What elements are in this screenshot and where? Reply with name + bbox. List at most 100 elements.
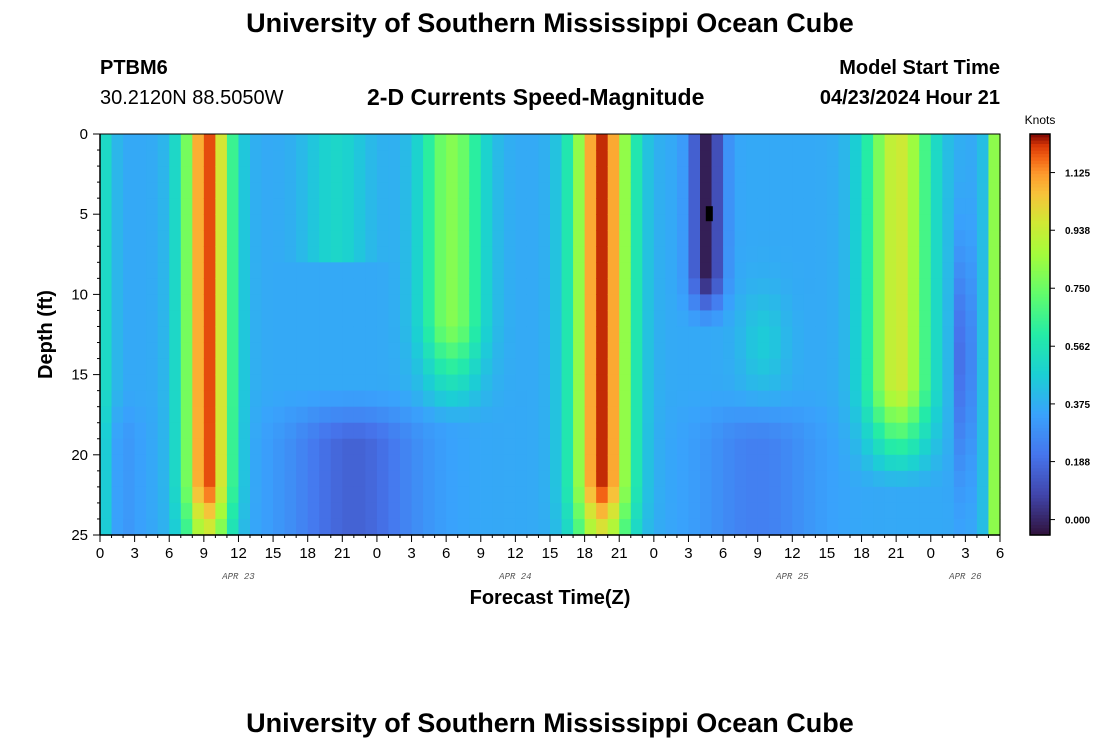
heatmap-cell <box>238 150 251 167</box>
heatmap-cell <box>653 230 666 247</box>
heatmap-cell <box>653 374 666 392</box>
heatmap-cell <box>653 422 666 440</box>
heatmap-cell <box>342 358 355 376</box>
heatmap-cell <box>642 278 655 295</box>
colorbar-swatch <box>1030 408 1050 412</box>
heatmap-cell <box>238 230 251 247</box>
heatmap-cell <box>250 230 263 247</box>
heatmap-cell <box>711 134 724 151</box>
heatmap-cell <box>284 438 297 456</box>
heatmap-cells <box>100 134 1001 536</box>
heatmap-cell <box>307 342 320 360</box>
heatmap-cell <box>919 134 932 151</box>
heatmap-cell <box>873 438 886 456</box>
heatmap-cell <box>388 486 401 504</box>
heatmap-cell <box>907 342 920 360</box>
heatmap-cell <box>480 342 493 360</box>
colorbar-tick-label: 0.938 <box>1065 226 1090 237</box>
heatmap-cell <box>342 470 355 488</box>
heatmap-cell <box>769 374 782 392</box>
colorbar-swatch <box>1030 324 1050 329</box>
heatmap-cell <box>123 326 136 344</box>
heatmap-cell <box>526 454 540 472</box>
heatmap-cell <box>157 326 170 344</box>
heatmap-cell <box>296 214 309 231</box>
heatmap-cell <box>723 134 736 151</box>
heatmap-cell <box>792 358 805 376</box>
heatmap-cell <box>180 374 193 392</box>
heatmap-cell <box>226 134 240 151</box>
heatmap-cell <box>538 518 551 536</box>
heatmap-cell <box>169 406 182 424</box>
colorbar-swatch <box>1030 237 1050 242</box>
heatmap-cell <box>411 502 424 520</box>
heatmap-cell <box>515 390 528 408</box>
heatmap-cell <box>838 390 851 408</box>
heatmap-cell <box>653 198 666 215</box>
heatmap-cell <box>746 278 759 295</box>
heatmap-cell <box>134 214 147 231</box>
heatmap-cell <box>180 310 193 328</box>
y-tick-label: 20 <box>71 447 88 464</box>
heatmap-cell <box>584 230 597 247</box>
heatmap-cell <box>769 198 782 215</box>
heatmap-cell <box>457 262 470 279</box>
heatmap-cell <box>296 310 309 328</box>
heatmap-cell <box>215 342 228 360</box>
heatmap-cell <box>250 246 263 263</box>
heatmap-cell <box>850 150 863 167</box>
heatmap-cell <box>826 246 840 263</box>
heatmap-cell <box>423 390 436 408</box>
colorbar-swatch <box>1030 491 1050 496</box>
heatmap-cell <box>826 374 840 392</box>
heatmap-cell <box>273 278 286 295</box>
heatmap-cell <box>861 278 874 295</box>
heatmap-cell <box>630 502 643 520</box>
heatmap-cell <box>503 278 516 295</box>
heatmap-cell <box>815 278 828 295</box>
heatmap-cell <box>469 182 482 199</box>
heatmap-cell <box>607 390 620 408</box>
heatmap-cell <box>261 406 274 424</box>
heatmap-cell <box>123 294 136 312</box>
heatmap-cell <box>100 438 113 456</box>
heatmap-cell <box>826 326 840 344</box>
heatmap-cell <box>353 262 366 279</box>
colorbar-swatch <box>1030 411 1050 416</box>
heatmap-cell <box>780 230 793 247</box>
heatmap-cell <box>988 454 1001 472</box>
heatmap-cell <box>446 390 459 408</box>
colorbar-tick-label: 0.750 <box>1065 284 1090 295</box>
heatmap-cell <box>319 470 332 488</box>
colorbar-swatch <box>1030 240 1050 245</box>
heatmap-cell <box>250 390 263 408</box>
heatmap-cell <box>376 502 390 520</box>
heatmap-cell <box>861 166 874 183</box>
heatmap-cell <box>653 150 666 167</box>
heatmap-cell <box>526 342 540 360</box>
heatmap-cell <box>284 278 297 295</box>
heatmap-cell <box>746 374 759 392</box>
heatmap-cell <box>388 278 401 295</box>
heatmap-cell <box>607 518 620 536</box>
heatmap-cell <box>861 438 874 456</box>
heatmap-cell <box>919 198 932 215</box>
heatmap-cell <box>434 454 447 472</box>
heatmap-cell <box>353 294 366 312</box>
heatmap-cell <box>353 454 366 472</box>
heatmap-cell <box>100 342 113 360</box>
heatmap-cell <box>503 518 516 536</box>
heatmap-cell <box>457 326 470 344</box>
heatmap-cell <box>769 470 782 488</box>
heatmap-cell <box>100 326 113 344</box>
heatmap-cell <box>342 150 355 167</box>
heatmap-cell <box>942 470 955 488</box>
heatmap-cell <box>146 470 159 488</box>
heatmap-cell <box>769 438 782 456</box>
heatmap-cell <box>296 182 309 199</box>
heatmap-cell <box>434 246 447 263</box>
x-tick-label: 12 <box>230 545 247 562</box>
heatmap-cell <box>100 422 113 440</box>
heatmap-cell <box>815 134 828 151</box>
heatmap-cell <box>596 294 609 312</box>
